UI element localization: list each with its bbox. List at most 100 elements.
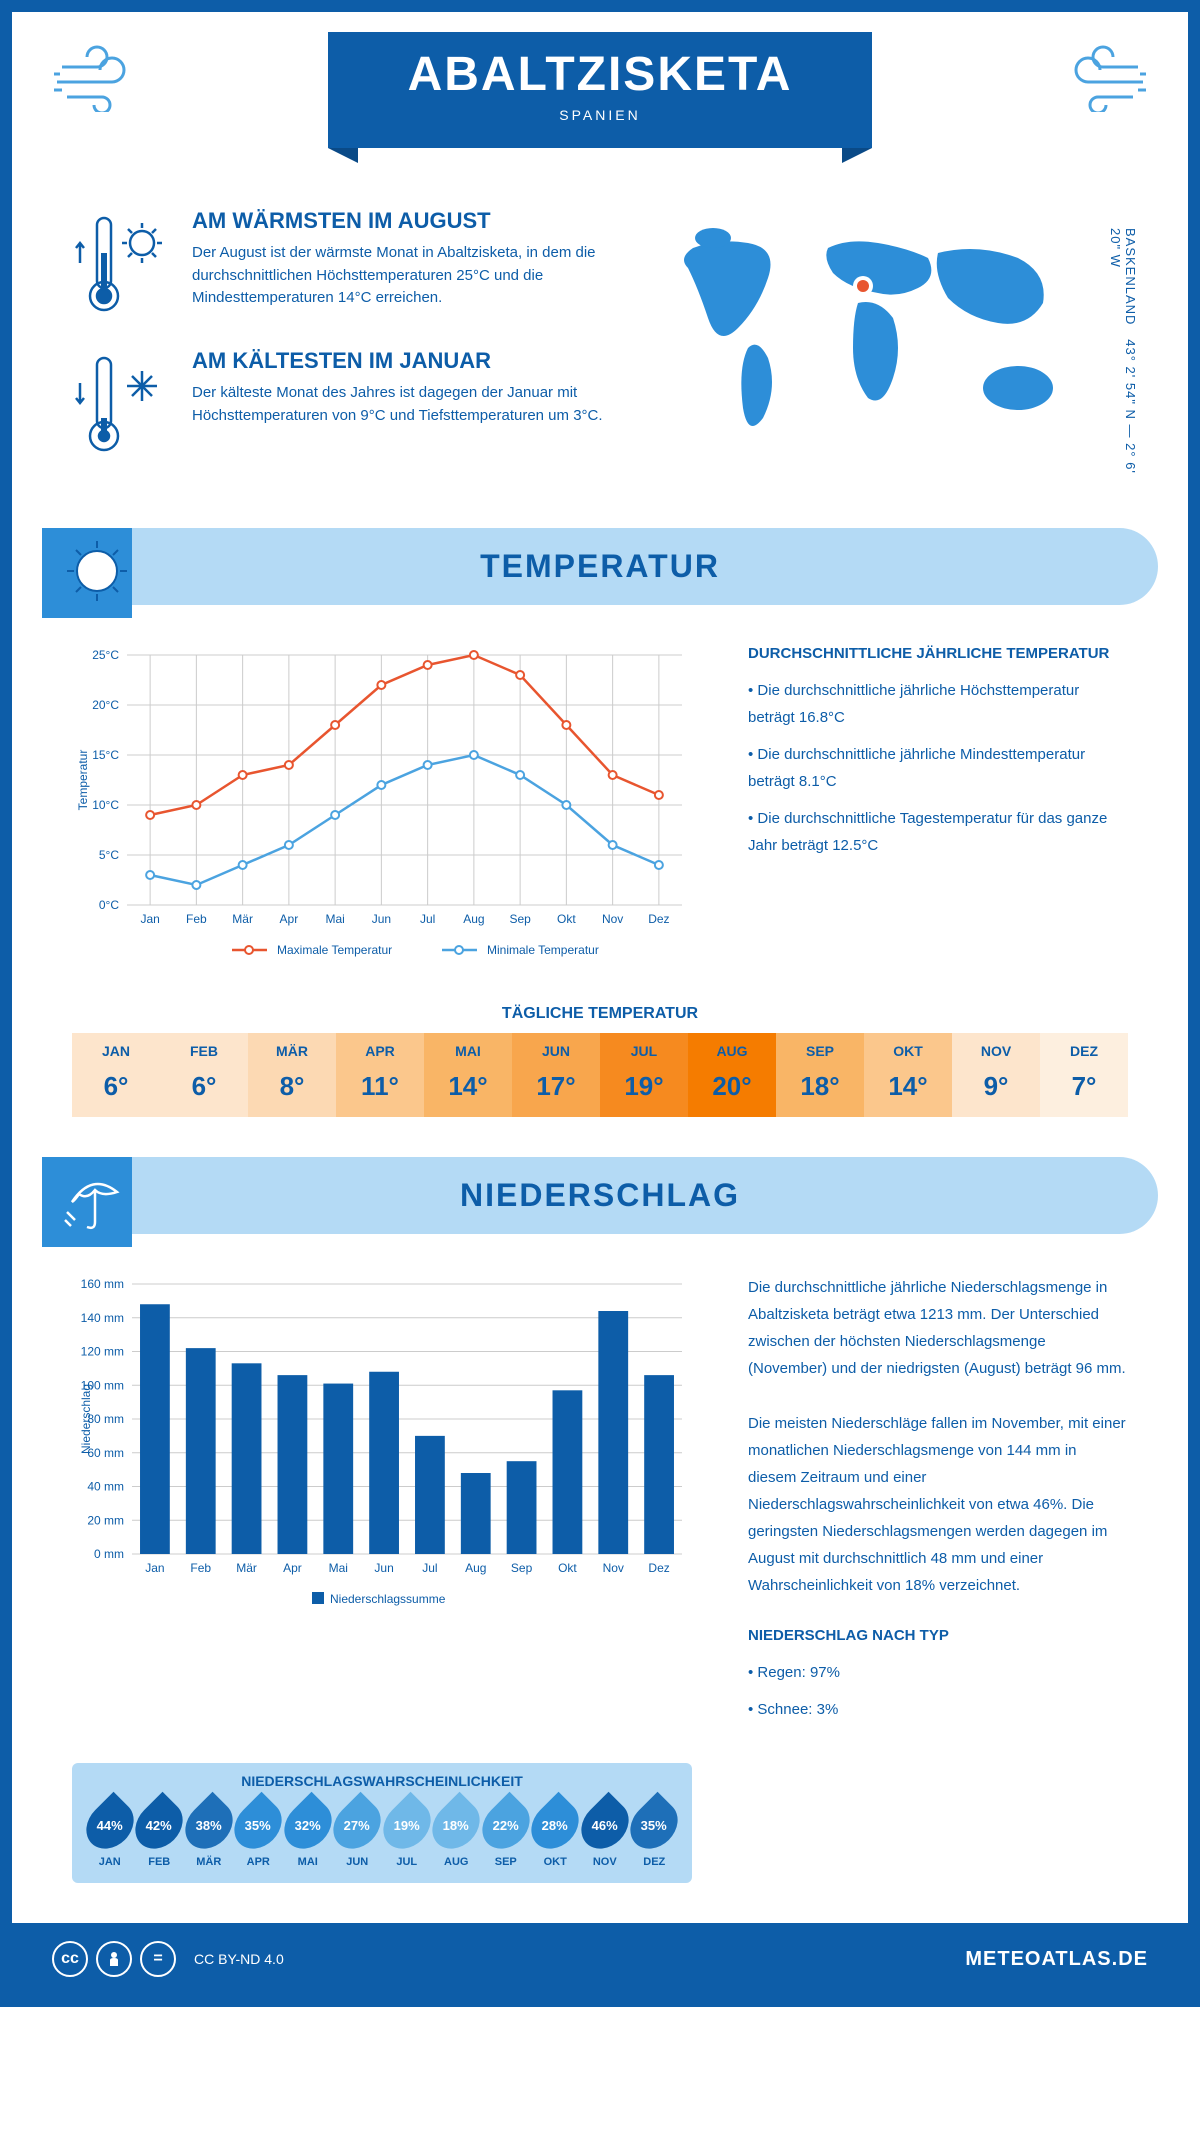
daily-temp-cell: JAN6°: [72, 1033, 160, 1117]
prob-cell: 27%JUN: [335, 1799, 381, 1868]
precip-text: Die durchschnittliche jährliche Niedersc…: [748, 1274, 1128, 1382]
precip-heading: NIEDERSCHLAG: [72, 1177, 1128, 1214]
svg-text:20 mm: 20 mm: [87, 1513, 124, 1527]
daily-temp-cell: MAI14°: [424, 1033, 512, 1117]
daily-temp-cell: FEB6°: [160, 1033, 248, 1117]
svg-text:Sep: Sep: [509, 912, 531, 926]
nd-icon: =: [140, 1941, 176, 1977]
brand-name: METEOATLAS.DE: [965, 1948, 1148, 1971]
svg-text:120 mm: 120 mm: [81, 1345, 124, 1359]
svg-text:Mai: Mai: [329, 1561, 348, 1575]
daily-temp-cell: JUL19°: [600, 1033, 688, 1117]
precip-section-header: NIEDERSCHLAG: [42, 1157, 1158, 1234]
wind-icon: [52, 42, 152, 112]
svg-text:Feb: Feb: [190, 1561, 211, 1575]
coldest-title: AM KÄLTESTEN IM JANUAR: [192, 348, 608, 374]
thermometer-sun-icon: [72, 208, 172, 318]
svg-text:Niederschlagssumme: Niederschlagssumme: [330, 1592, 446, 1606]
svg-text:Aug: Aug: [465, 1561, 486, 1575]
svg-text:Jun: Jun: [374, 1561, 393, 1575]
svg-text:Jun: Jun: [372, 912, 391, 926]
svg-text:0 mm: 0 mm: [94, 1547, 124, 1561]
page-title: ABALTZISKETA: [408, 47, 793, 102]
temp-bullet: • Die durchschnittliche jährliche Mindes…: [748, 741, 1128, 795]
page-subtitle: SPANIEN: [408, 107, 793, 123]
svg-text:Niederschlag: Niederschlag: [79, 1384, 93, 1454]
world-map: BASKENLAND 43° 2' 54" N — 2° 6' 20" W: [648, 208, 1128, 488]
cc-icon: cc: [52, 1941, 88, 1977]
svg-text:Dez: Dez: [648, 1561, 669, 1575]
daily-temp-title: TÄGLICHE TEMPERATUR: [12, 1005, 1188, 1023]
daily-temp-cell: NOV9°: [952, 1033, 1040, 1117]
svg-text:Jan: Jan: [145, 1561, 164, 1575]
daily-temp-cell: DEZ7°: [1040, 1033, 1128, 1117]
svg-text:Feb: Feb: [186, 912, 207, 926]
prob-cell: 35%APR: [236, 1799, 282, 1868]
coldest-block: AM KÄLTESTEN IM JANUAR Der kälteste Mona…: [72, 348, 608, 458]
temp-summary-title: DURCHSCHNITTLICHE JÄHRLICHE TEMPERATUR: [748, 645, 1128, 662]
svg-text:Jul: Jul: [420, 912, 435, 926]
prob-cell: 28%OKT: [533, 1799, 579, 1868]
svg-text:Nov: Nov: [602, 912, 623, 926]
svg-text:Maximale Temperatur: Maximale Temperatur: [277, 943, 392, 957]
svg-text:Okt: Okt: [557, 912, 576, 926]
header: ABALTZISKETA SPANIEN: [12, 12, 1188, 178]
svg-text:Sep: Sep: [511, 1561, 533, 1575]
temperature-chart: 0°C5°C10°C15°C20°C25°CJanFebMärAprMaiJun…: [72, 645, 718, 965]
coldest-text: Der kälteste Monat des Jahres ist dagege…: [192, 382, 608, 427]
infographic-frame: ABALTZISKETA SPANIEN AM WÄRMSTEN IM AUGU…: [0, 0, 1200, 2007]
thermometer-snow-icon: [72, 348, 172, 458]
prob-cell: 19%JUL: [384, 1799, 430, 1868]
intro-section: AM WÄRMSTEN IM AUGUST Der August ist der…: [12, 178, 1188, 518]
umbrella-icon: [57, 1162, 132, 1237]
precipitation-chart: 0 mm20 mm40 mm60 mm80 mm100 mm120 mm140 …: [72, 1274, 718, 1733]
precip-type: • Regen: 97%: [748, 1659, 1128, 1686]
precip-probability-box: NIEDERSCHLAGSWAHRSCHEINLICHKEIT 44%JAN42…: [72, 1763, 692, 1883]
title-tab: ABALTZISKETA SPANIEN: [328, 32, 873, 148]
svg-text:15°C: 15°C: [92, 748, 119, 762]
temp-heading: TEMPERATUR: [72, 548, 1128, 585]
daily-temp-cell: JUN17°: [512, 1033, 600, 1117]
svg-text:Temperatur: Temperatur: [76, 750, 90, 811]
temp-bullet: • Die durchschnittliche jährliche Höchst…: [748, 677, 1128, 731]
precip-type: • Schnee: 3%: [748, 1696, 1128, 1723]
svg-text:Nov: Nov: [603, 1561, 624, 1575]
svg-text:Minimale Temperatur: Minimale Temperatur: [487, 943, 599, 957]
warmest-title: AM WÄRMSTEN IM AUGUST: [192, 208, 608, 234]
footer: cc = CC BY-ND 4.0 METEOATLAS.DE: [12, 1923, 1188, 1995]
prob-cell: 44%JAN: [87, 1799, 133, 1868]
svg-text:Apr: Apr: [280, 912, 299, 926]
prob-cell: 38%MÄR: [186, 1799, 232, 1868]
precip-text: Die meisten Niederschläge fallen im Nove…: [748, 1410, 1128, 1599]
prob-cell: 32%MAI: [285, 1799, 331, 1868]
warmest-block: AM WÄRMSTEN IM AUGUST Der August ist der…: [72, 208, 608, 318]
warmest-text: Der August ist der wärmste Monat in Abal…: [192, 242, 608, 310]
svg-text:Mär: Mär: [236, 1561, 257, 1575]
by-icon: [96, 1941, 132, 1977]
daily-temp-cell: AUG20°: [688, 1033, 776, 1117]
svg-text:Mär: Mär: [232, 912, 253, 926]
temp-bullet: • Die durchschnittliche Tagestemperatur …: [748, 805, 1128, 859]
prob-cell: 18%AUG: [434, 1799, 480, 1868]
wind-icon: [1048, 42, 1148, 112]
svg-text:Dez: Dez: [648, 912, 669, 926]
svg-text:0°C: 0°C: [99, 898, 119, 912]
svg-text:Jul: Jul: [422, 1561, 437, 1575]
license-text: CC BY-ND 4.0: [194, 1951, 284, 1967]
svg-text:20°C: 20°C: [92, 698, 119, 712]
prob-title: NIEDERSCHLAGSWAHRSCHEINLICHKEIT: [87, 1773, 677, 1789]
prob-cell: 46%NOV: [582, 1799, 628, 1868]
license-block: cc = CC BY-ND 4.0: [52, 1941, 284, 1977]
daily-temp-cell: APR11°: [336, 1033, 424, 1117]
precip-type-title: NIEDERSCHLAG NACH TYP: [748, 1627, 1128, 1644]
coords-region: BASKENLAND: [1123, 228, 1138, 325]
svg-text:140 mm: 140 mm: [81, 1311, 124, 1325]
svg-text:Jan: Jan: [140, 912, 159, 926]
svg-text:Okt: Okt: [558, 1561, 577, 1575]
svg-text:Apr: Apr: [283, 1561, 302, 1575]
daily-temp-cell: SEP18°: [776, 1033, 864, 1117]
temp-section-header: TEMPERATUR: [42, 528, 1158, 605]
svg-text:5°C: 5°C: [99, 848, 119, 862]
svg-text:160 mm: 160 mm: [81, 1277, 124, 1291]
temp-summary: DURCHSCHNITTLICHE JÄHRLICHE TEMPERATUR •…: [748, 645, 1128, 965]
